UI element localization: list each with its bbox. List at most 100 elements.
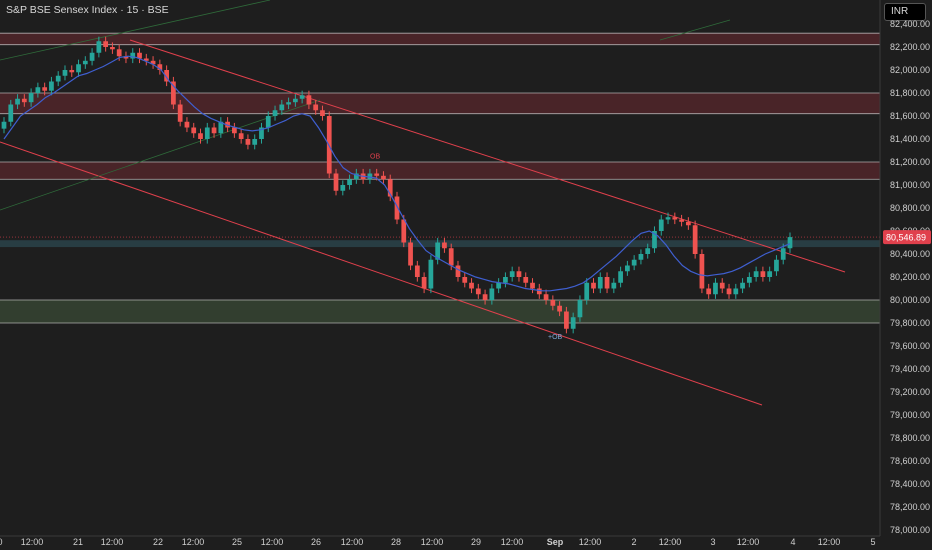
candle xyxy=(225,117,230,133)
candle-body xyxy=(82,60,88,65)
candle-body xyxy=(238,133,244,139)
price-tick-label: 79,000.00 xyxy=(890,410,930,420)
candle-body xyxy=(292,98,298,103)
candle-body xyxy=(15,98,20,105)
time-tick-label: 3 xyxy=(710,537,715,547)
candle-body xyxy=(564,311,569,329)
candle-body xyxy=(536,288,542,295)
candle-body xyxy=(543,294,549,300)
zone-demand-3 xyxy=(0,300,880,323)
currency-badge[interactable]: INR xyxy=(884,3,926,21)
candle-body xyxy=(645,248,651,254)
candle-body xyxy=(299,95,305,99)
candle-body xyxy=(252,139,258,145)
candle-body xyxy=(597,277,603,289)
candle-body xyxy=(198,133,203,139)
candle xyxy=(536,283,542,299)
candle-body xyxy=(272,110,278,116)
candle-body xyxy=(746,277,752,283)
candle-body xyxy=(123,56,129,59)
candle xyxy=(76,59,81,77)
price-axis: 82,400.00 82,200.00 82,000.00 81,800.00 81,6… xyxy=(890,19,930,535)
candle-body xyxy=(469,282,474,289)
candle-body xyxy=(171,81,176,105)
candle xyxy=(658,214,664,236)
channel-lower-line xyxy=(0,141,763,406)
time-tick-label: 4 xyxy=(790,537,795,547)
candle xyxy=(184,117,190,133)
candle-body xyxy=(733,288,739,295)
candle xyxy=(313,99,319,115)
candle xyxy=(218,117,224,138)
candle-body xyxy=(42,87,48,91)
candle xyxy=(353,168,359,184)
candle xyxy=(320,105,325,121)
candle xyxy=(82,56,88,69)
candle-body xyxy=(340,185,346,191)
candle xyxy=(333,168,339,196)
price-tick-label: 82,000.00 xyxy=(890,65,930,75)
candle xyxy=(259,122,264,144)
candle xyxy=(496,278,502,294)
candle-body xyxy=(184,121,190,128)
candle-body xyxy=(306,95,312,105)
candle xyxy=(503,272,508,288)
candle-body xyxy=(557,305,562,312)
candle xyxy=(21,94,27,107)
candle-body xyxy=(482,294,488,300)
ema-series-layer xyxy=(3,55,791,292)
candle xyxy=(211,122,217,138)
candle-body xyxy=(164,70,169,82)
candle-body xyxy=(591,282,596,289)
candle-body xyxy=(116,49,122,57)
candle xyxy=(137,48,142,64)
price-tick-label: 79,200.00 xyxy=(890,387,930,397)
candle-body xyxy=(787,237,793,249)
candle xyxy=(204,122,210,144)
candle-body xyxy=(353,173,359,180)
candle xyxy=(143,53,149,66)
candle xyxy=(753,266,759,282)
candle-body xyxy=(137,52,142,59)
candle xyxy=(157,59,163,75)
time-tick-label: 22 xyxy=(153,537,163,547)
candle xyxy=(625,260,630,276)
zones-layer xyxy=(0,32,880,324)
candle-body xyxy=(699,254,705,289)
candle-body xyxy=(604,277,610,289)
candle-body xyxy=(367,173,373,180)
candle xyxy=(103,36,109,52)
candle xyxy=(279,99,285,115)
price-tick-label: 78,600.00 xyxy=(890,456,930,466)
candle-body xyxy=(503,277,508,283)
candle xyxy=(69,65,75,77)
candle xyxy=(252,134,258,150)
candle xyxy=(306,90,312,110)
last-price-badge: 80,546.89 xyxy=(883,230,931,245)
channel-lines-layer xyxy=(0,0,880,406)
candle-body xyxy=(679,219,684,222)
candle xyxy=(421,272,427,294)
price-tick-label: 78,800.00 xyxy=(890,433,930,443)
candle xyxy=(367,168,373,184)
time-tick-label: 12:00 xyxy=(101,537,124,547)
price-tick-label: 80,000.00 xyxy=(890,295,930,305)
time-tick-label: 25 xyxy=(232,537,242,547)
time-tick-label: 12:00 xyxy=(737,537,760,547)
candle-body xyxy=(313,104,319,111)
candle-body xyxy=(618,271,623,283)
candle xyxy=(482,289,488,305)
candle-body xyxy=(211,127,217,134)
time-tick-label: 5 xyxy=(870,537,875,547)
candle xyxy=(428,255,434,294)
candle xyxy=(292,94,298,107)
candle-body xyxy=(584,282,590,300)
candle xyxy=(171,76,176,110)
candle xyxy=(1,117,7,134)
candle xyxy=(550,295,556,311)
candle xyxy=(604,272,610,294)
candle xyxy=(509,266,515,282)
candle-body xyxy=(259,127,264,139)
candle-body xyxy=(408,242,413,266)
